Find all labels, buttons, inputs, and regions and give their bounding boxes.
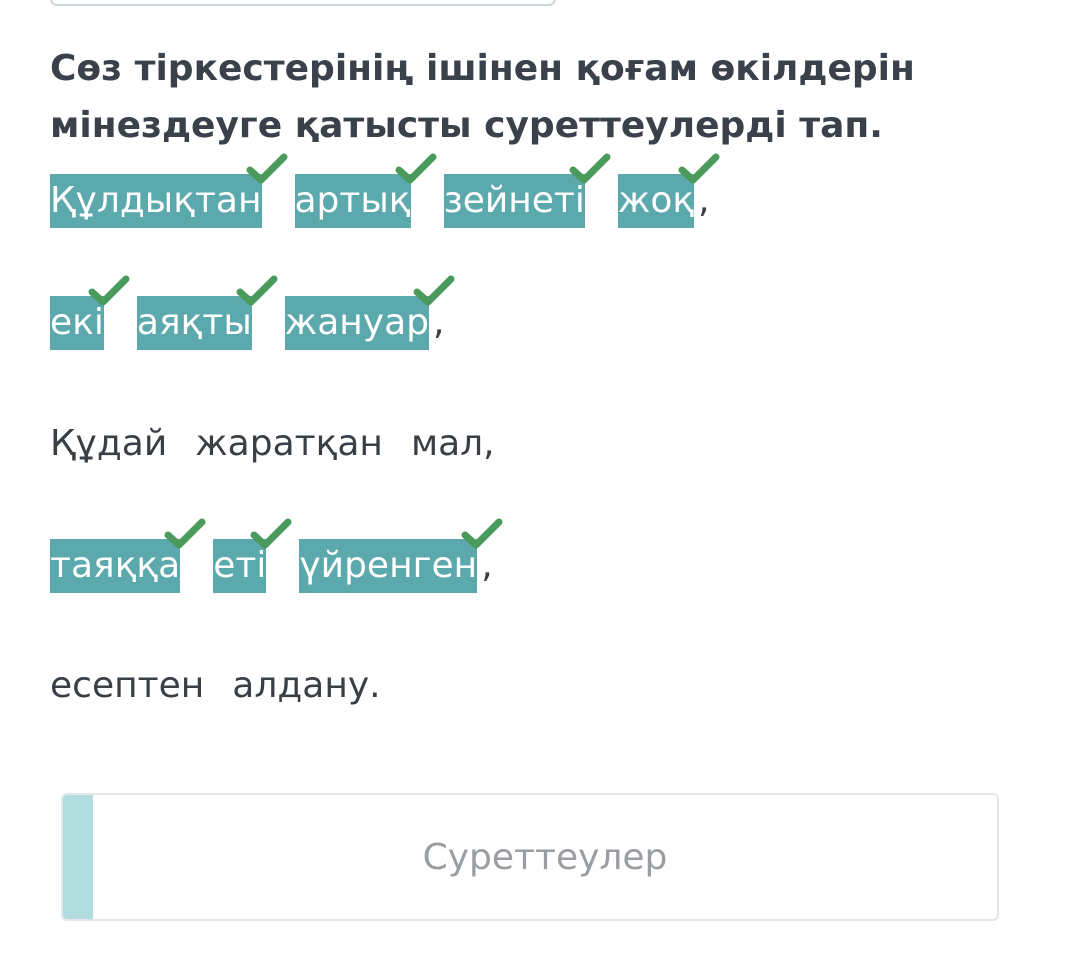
word-chip[interactable]: таяққа: [50, 518, 206, 593]
word-text: екі: [50, 302, 104, 343]
checkmark-icon: [569, 153, 611, 184]
word-text: таяққа: [50, 545, 181, 586]
previous-card-edge: [50, 0, 556, 6]
word-chip[interactable]: Құдай: [50, 423, 168, 464]
word-chip[interactable]: жоқ: [617, 153, 720, 228]
answer-category-box[interactable]: Суреттеулер: [61, 793, 999, 921]
word-chip[interactable]: еті: [213, 518, 292, 593]
checkmark-icon: [413, 275, 455, 306]
checkmark-icon: [236, 275, 278, 306]
punctuation: ,: [698, 180, 710, 221]
word-text: жануар: [284, 302, 430, 343]
phrase-line-3: Құдай жаратқан мал,: [50, 416, 523, 472]
word-chip[interactable]: зейнеті: [443, 153, 611, 228]
word-chip[interactable]: үйренген: [299, 518, 503, 593]
checkmark-icon: [164, 518, 206, 549]
word-text: еті: [213, 545, 267, 586]
punctuation: ,: [433, 302, 445, 343]
word-text: үйренген: [299, 545, 478, 586]
word-text: Құлдықтан: [50, 180, 262, 221]
word-chip[interactable]: жануар: [284, 275, 455, 350]
question-text: Сөз тіркестерінің ішінен қоғам өкілдерін…: [50, 40, 1010, 154]
answer-category-label: Суреттеулер: [422, 836, 668, 878]
checkmark-icon: [395, 153, 437, 184]
phrase-line-2: екі аяқты жануар ,: [50, 275, 455, 351]
word-chip[interactable]: алдану.: [232, 665, 381, 706]
phrase-line-4: таяққа еті үйренген ,: [50, 518, 503, 594]
question-line-1: Сөз тіркестерінің ішінен қоғам өкілдерін: [50, 48, 915, 89]
word-chip[interactable]: жаратқан: [195, 423, 383, 464]
phrase-line-5: есептен алдану.: [50, 658, 409, 714]
punctuation: ,: [481, 545, 493, 586]
question-line-2: мінездеуге қатысты суреттеулерді тап.: [50, 105, 883, 146]
checkmark-icon: [246, 153, 287, 184]
answer-accent-bar: [63, 795, 93, 919]
word-chip[interactable]: аяқты: [136, 275, 278, 350]
word-chip[interactable]: мал,: [410, 423, 495, 464]
word-text: зейнеті: [443, 180, 585, 221]
checkmark-icon: [88, 275, 130, 306]
checkmark-icon: [461, 518, 503, 549]
phrase-line-1: Құлдықтан артық зейнеті жоқ ,: [50, 153, 720, 229]
checkmark-icon: [678, 153, 720, 184]
word-text: артық: [294, 180, 411, 221]
word-chip[interactable]: есептен: [50, 665, 205, 706]
checkmark-icon: [250, 518, 292, 549]
word-text: жоқ: [617, 180, 695, 221]
word-text: аяқты: [136, 302, 252, 343]
word-chip[interactable]: Құлдықтан: [50, 153, 287, 228]
word-chip[interactable]: екі: [50, 275, 130, 350]
word-chip[interactable]: артық: [294, 153, 437, 228]
